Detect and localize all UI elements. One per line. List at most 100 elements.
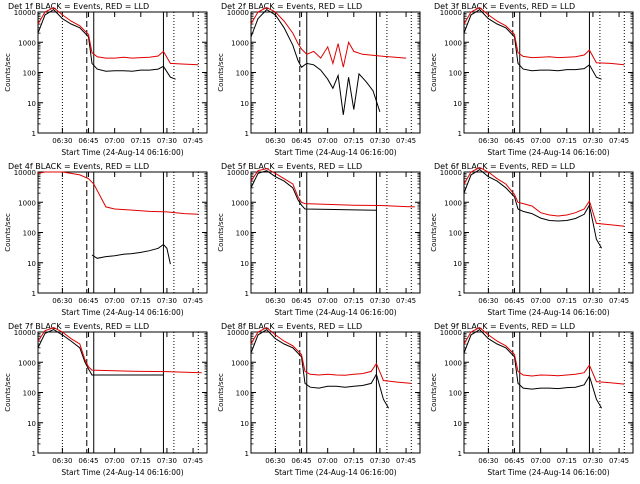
y-tick-label: 1	[458, 130, 462, 138]
y-tick-label: 100	[449, 230, 462, 238]
plot-frame	[37, 331, 208, 454]
detector-panel-4: Det 4f BLACK = Events, RED = LLD Counts/s…	[0, 160, 213, 320]
x-tick-label: 07:15	[557, 297, 577, 305]
x-tick-label: 07:00	[531, 297, 551, 305]
x-tick-label: 06:30	[52, 137, 72, 145]
x-tick-label: 06:45	[78, 457, 98, 465]
x-tick-label: 06:30	[478, 297, 498, 305]
x-tick-label: 07:45	[183, 297, 203, 305]
x-tick-label: 07:45	[183, 457, 203, 465]
series-line-lld	[37, 171, 199, 215]
x-tick-label: 06:30	[265, 137, 285, 145]
y-axis-label: Counts/sec	[217, 53, 225, 92]
y-tick-label: 1	[245, 130, 249, 138]
chart-svg: Det 9f BLACK = Events, RED = LLD Counts/s…	[430, 322, 634, 477]
x-tick-label: 07:30	[370, 137, 390, 145]
plot-frame	[37, 11, 208, 134]
series-line-events	[37, 8, 176, 80]
y-tick-label: 10	[453, 420, 462, 428]
chart-svg: Det 3f BLACK = Events, RED = LLD Counts/s…	[430, 2, 634, 157]
x-tick-label: 06:45	[291, 457, 311, 465]
chart-title: Det 4f BLACK = Events, RED = LLD	[8, 162, 149, 171]
x-tick-label: 07:45	[396, 457, 416, 465]
x-tick-label: 07:15	[344, 457, 364, 465]
chart-svg: Det 8f BLACK = Events, RED = LLD Counts/s…	[217, 322, 421, 477]
x-tick-label: 06:45	[504, 457, 524, 465]
x-tick-label: 07:15	[344, 297, 364, 305]
y-tick-label: 10	[240, 420, 249, 428]
chart-title: Det 9f BLACK = Events, RED = LLD	[434, 322, 575, 331]
chart-svg: Det 5f BLACK = Events, RED = LLD Counts/s…	[217, 162, 421, 317]
chart-title: Det 5f BLACK = Events, RED = LLD	[221, 162, 362, 171]
series-line-events	[91, 243, 171, 265]
x-tick-label: 07:45	[609, 137, 629, 145]
x-tick-label: 07:00	[531, 137, 551, 145]
plot-frame	[250, 331, 421, 454]
chart-svg: Det 7f BLACK = Events, RED = LLD Counts/s…	[4, 322, 208, 477]
x-axis-label: Start Time (24-Aug-14 06:16:00)	[274, 148, 396, 157]
series-line-lld	[463, 7, 625, 66]
x-tick-label: 07:45	[609, 457, 629, 465]
x-tick-label: 07:00	[105, 297, 125, 305]
plot-frame	[250, 171, 421, 294]
detector-panel-2: Det 2f BLACK = Events, RED = LLD Counts/s…	[213, 0, 426, 160]
x-tick-label: 06:45	[291, 297, 311, 305]
y-tick-label: 10	[240, 260, 249, 268]
x-axis-label: Start Time (24-Aug-14 06:16:00)	[274, 308, 396, 317]
y-tick-label: 100	[23, 230, 36, 238]
chart-title: Det 7f BLACK = Events, RED = LLD	[8, 322, 149, 331]
plot-frame	[463, 11, 634, 134]
x-tick-label: 07:15	[557, 137, 577, 145]
series-line-lld	[463, 327, 625, 385]
detector-panel-1: Det 1f BLACK = Events, RED = LLD Counts/s…	[0, 0, 213, 160]
x-axis-label: Start Time (24-Aug-14 06:16:00)	[61, 148, 183, 157]
y-axis-label: Counts/sec	[430, 373, 438, 412]
y-tick-label: 100	[236, 390, 249, 398]
x-tick-label: 07:30	[157, 297, 177, 305]
y-tick-label: 1000	[18, 199, 36, 207]
detector-panel-8: Det 8f BLACK = Events, RED = LLD Counts/s…	[213, 320, 426, 480]
chart-title: Det 1f BLACK = Events, RED = LLD	[8, 2, 149, 11]
plot-frame	[463, 331, 634, 454]
x-tick-label: 06:30	[478, 137, 498, 145]
series-line-lld	[250, 7, 407, 68]
y-tick-label: 100	[236, 70, 249, 78]
x-tick-label: 06:30	[52, 457, 72, 465]
y-tick-label: 100	[23, 390, 36, 398]
series-line-events	[463, 328, 603, 409]
y-axis-label: Counts/sec	[217, 213, 225, 252]
detector-panel-3: Det 3f BLACK = Events, RED = LLD Counts/s…	[426, 0, 639, 160]
detector-panel-6: Det 6f BLACK = Events, RED = LLD Counts/s…	[426, 160, 639, 320]
x-tick-label: 06:30	[52, 297, 72, 305]
series-line-events	[250, 170, 377, 211]
series-line-events	[463, 168, 603, 249]
y-axis-label: Counts/sec	[217, 373, 225, 412]
x-tick-label: 06:30	[478, 457, 498, 465]
series-line-events	[250, 8, 381, 115]
x-tick-label: 07:30	[583, 137, 603, 145]
y-axis-label: Counts/sec	[430, 213, 438, 252]
y-tick-label: 1000	[231, 39, 249, 47]
x-tick-label: 07:30	[157, 457, 177, 465]
y-tick-label: 1000	[444, 199, 462, 207]
y-tick-label: 10	[27, 420, 36, 428]
x-tick-label: 06:45	[78, 137, 98, 145]
x-tick-label: 07:15	[557, 457, 577, 465]
chart-svg: Det 6f BLACK = Events, RED = LLD Counts/s…	[430, 162, 634, 317]
x-tick-label: 07:00	[318, 457, 338, 465]
series-line-lld	[250, 327, 412, 384]
x-axis-label: Start Time (24-Aug-14 06:16:00)	[487, 148, 609, 157]
detector-panel-7: Det 7f BLACK = Events, RED = LLD Counts/s…	[0, 320, 213, 480]
detector-panel-9: Det 9f BLACK = Events, RED = LLD Counts/s…	[426, 320, 639, 480]
series-line-events	[37, 329, 164, 376]
y-tick-label: 10000	[14, 9, 36, 17]
y-tick-label: 10	[453, 260, 462, 268]
y-tick-label: 10	[27, 100, 36, 108]
y-tick-label: 10000	[440, 329, 462, 337]
y-axis-label: Counts/sec	[430, 53, 438, 92]
x-axis-label: Start Time (24-Aug-14 06:16:00)	[61, 308, 183, 317]
x-tick-label: 06:30	[265, 297, 285, 305]
series-line-events	[463, 8, 602, 80]
y-tick-label: 100	[23, 70, 36, 78]
